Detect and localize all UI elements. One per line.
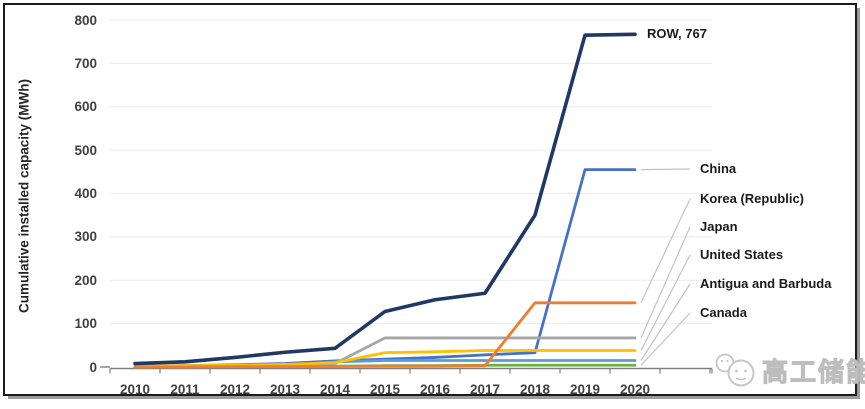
y-tick-label: 400 xyxy=(74,186,97,201)
x-tick-label: 2014 xyxy=(319,382,351,397)
series-label-canada: Canada xyxy=(700,305,747,320)
x-tick-label: 2019 xyxy=(569,382,601,397)
leader-line-antigua-and-barbuda xyxy=(640,283,691,361)
x-tick-label: 2012 xyxy=(219,382,251,397)
watermark: 高工储能 xyxy=(712,349,865,391)
x-tick-label: 2020 xyxy=(619,382,651,397)
x-tick-label: 2018 xyxy=(519,382,551,397)
watermark-text: 高工储能 xyxy=(761,356,865,387)
chart-frame xyxy=(3,3,857,396)
leader-line-korea-republic xyxy=(640,198,691,304)
series-line-korea-republic xyxy=(133,301,637,369)
y-tick-label: 0 xyxy=(89,359,97,375)
x-tick-label: 2015 xyxy=(369,382,401,397)
y-tick-label: 200 xyxy=(74,272,97,288)
y-tick-label: 600 xyxy=(74,99,97,115)
x-tick-label: 2016 xyxy=(419,382,451,397)
series-label-japan: Japan xyxy=(700,219,738,234)
series-end-label-row: ROW, 767 xyxy=(647,26,707,41)
series-label-china: China xyxy=(700,161,737,176)
x-tick-label: 2010 xyxy=(119,382,151,397)
x-tick-label: 2013 xyxy=(269,382,301,397)
series-label-korea-republic: Korea (Republic) xyxy=(700,191,805,206)
series-label-united-states: United States xyxy=(700,247,784,262)
x-tick-label: 2011 xyxy=(170,382,200,397)
series-label-antigua-and-barbuda: Antigua and Barbuda xyxy=(700,276,832,291)
y-tick-label: 300 xyxy=(74,229,97,245)
leader-line-united-states xyxy=(640,254,691,351)
leader-line-china xyxy=(640,168,691,171)
wechat-chat-bubbles-icon xyxy=(715,353,755,387)
x-tick-label: 2017 xyxy=(469,382,501,397)
y-tick-label: 800 xyxy=(74,12,97,28)
series-line-row xyxy=(133,32,637,366)
y-tick-label: 700 xyxy=(74,55,97,71)
leader-line-japan xyxy=(640,226,691,339)
y-tick-label: 500 xyxy=(74,142,97,158)
y-tick-label: 100 xyxy=(74,316,97,332)
leader-line-canada xyxy=(640,312,691,366)
